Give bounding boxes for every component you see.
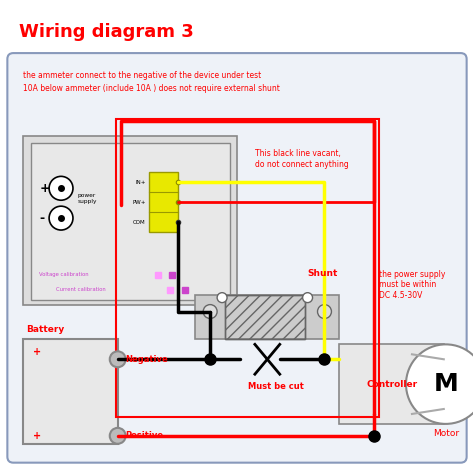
Bar (116, 118, 379, 417)
Circle shape (110, 351, 126, 367)
Text: +: + (39, 182, 50, 195)
Bar (225, 295, 305, 339)
Bar (23, 339, 118, 444)
Text: This black line vacant,: This black line vacant, (255, 148, 341, 157)
Circle shape (318, 305, 331, 319)
Text: -: - (39, 211, 44, 225)
Text: Motor: Motor (433, 429, 459, 438)
Text: +: + (33, 347, 41, 357)
Text: Must be cut: Must be cut (248, 382, 304, 391)
Text: +: + (33, 431, 41, 441)
Circle shape (203, 305, 217, 319)
Text: PW+: PW+ (132, 200, 146, 205)
FancyBboxPatch shape (8, 53, 466, 463)
Text: Positive: Positive (126, 431, 164, 440)
Circle shape (49, 176, 73, 200)
Text: Controller: Controller (366, 380, 418, 389)
Text: Negative: Negative (126, 355, 168, 364)
Text: the power supply
must be within
DC 4.5-30V: the power supply must be within DC 4.5-3… (379, 270, 446, 300)
Bar (339, 345, 444, 424)
Text: Battery: Battery (26, 326, 64, 335)
Bar (148, 173, 178, 232)
Circle shape (406, 345, 474, 424)
Text: Current calibration: Current calibration (56, 287, 106, 292)
Circle shape (302, 292, 312, 302)
Text: IN+: IN+ (135, 180, 146, 185)
Circle shape (49, 206, 73, 230)
Bar (31, 143, 230, 300)
Bar (23, 136, 237, 305)
Bar (225, 295, 305, 339)
Text: 10A below ammeter (include 10A ) does not require external shunt: 10A below ammeter (include 10A ) does no… (23, 84, 280, 93)
Text: M: M (433, 372, 458, 396)
Text: COM: COM (133, 219, 146, 225)
Text: Voltage calibration: Voltage calibration (39, 272, 89, 277)
Text: Wiring diagram 3: Wiring diagram 3 (19, 23, 194, 41)
Circle shape (110, 428, 126, 444)
Text: do not connect anything: do not connect anything (255, 161, 349, 169)
Circle shape (217, 292, 227, 302)
Bar (195, 295, 339, 339)
Text: Shunt: Shunt (308, 269, 338, 278)
Text: power
supply: power supply (78, 193, 98, 204)
Text: the ammeter connect to the negative of the device under test: the ammeter connect to the negative of t… (23, 71, 262, 80)
